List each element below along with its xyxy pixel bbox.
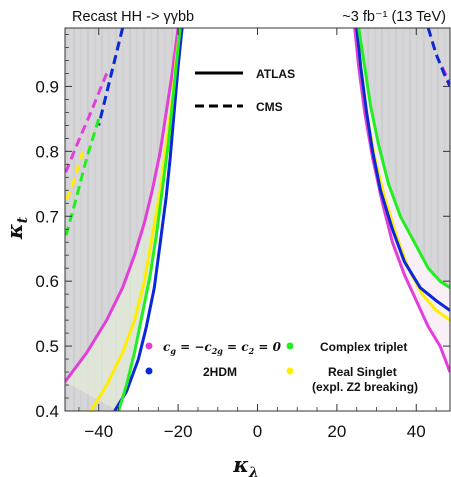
x-axis-title: κλ <box>232 452 259 477</box>
axis-ticks <box>65 28 450 412</box>
x-tick-label: 0 <box>253 422 262 441</box>
line-style-legend: ATLAS CMS <box>195 67 295 114</box>
series-line-atlas-left <box>113 28 184 411</box>
series-line-atlas-right <box>357 28 450 289</box>
legend-marker-cg <box>145 342 153 350</box>
y-tick-label: 0.5 <box>35 337 59 356</box>
plot-header-right: ~3 fb⁻¹ (13 TeV) <box>342 9 446 25</box>
series-line-cms-left <box>65 72 109 175</box>
series-line-atlas-right <box>355 28 450 312</box>
excluded-region-left <box>65 28 181 411</box>
series-line-cms-left <box>97 28 125 126</box>
x-tick-label: 20 <box>327 422 346 441</box>
y-tick-label: 0.7 <box>35 207 59 226</box>
plot-header-left: Recast HH -> γγbb <box>72 9 194 25</box>
legend-label-real-singlet-note: (expl. Z2 breaking) <box>312 380 418 394</box>
series-line-atlas-left <box>117 28 182 411</box>
y-axis-title-group: κt <box>2 216 31 240</box>
legend-marker-2hdm <box>145 367 153 375</box>
legend-label-complex-triplet: Complex triplet <box>320 340 407 354</box>
series-line-atlas-left <box>65 28 180 383</box>
legend-label-cg: cg = −c2g = c2 = 0 <box>163 340 282 356</box>
y-tick-label: 0.8 <box>35 142 59 161</box>
model-legend: cg = −c2g = c2 = 0 Complex triplet 2HDM … <box>145 340 418 394</box>
legend-marker-real-singlet <box>286 367 294 375</box>
y-tick-label: 0.6 <box>35 272 59 291</box>
series-line-atlas-right <box>353 28 450 373</box>
x-tick-label: 40 <box>407 422 426 441</box>
series-line-cms-left <box>65 150 85 204</box>
series-line-cms-left <box>65 118 101 240</box>
legend-marker-complex-triplet <box>286 342 294 350</box>
x-tick-label: −40 <box>84 422 113 441</box>
legend-label-real-singlet: Real Singlet <box>328 365 397 379</box>
x-tick-label: −20 <box>164 422 193 441</box>
excluded-regions <box>65 28 450 411</box>
y-tick-label: 0.4 <box>35 402 59 421</box>
line-style-label-cms: CMS <box>256 100 283 114</box>
plot-area <box>65 28 450 411</box>
y-tick-label: 0.9 <box>35 77 59 96</box>
axis-tick-labels: −40 −20 0 20 40 0.4 0.5 0.6 0.7 0.8 0.9 <box>35 77 425 441</box>
y-axis-title: κt <box>2 216 31 240</box>
series-lines <box>65 28 450 411</box>
excluded-region-right <box>358 28 450 288</box>
legend-label-2hdm: 2HDM <box>203 365 237 379</box>
band-right <box>354 28 450 373</box>
line-style-label-atlas: ATLAS <box>256 67 295 81</box>
